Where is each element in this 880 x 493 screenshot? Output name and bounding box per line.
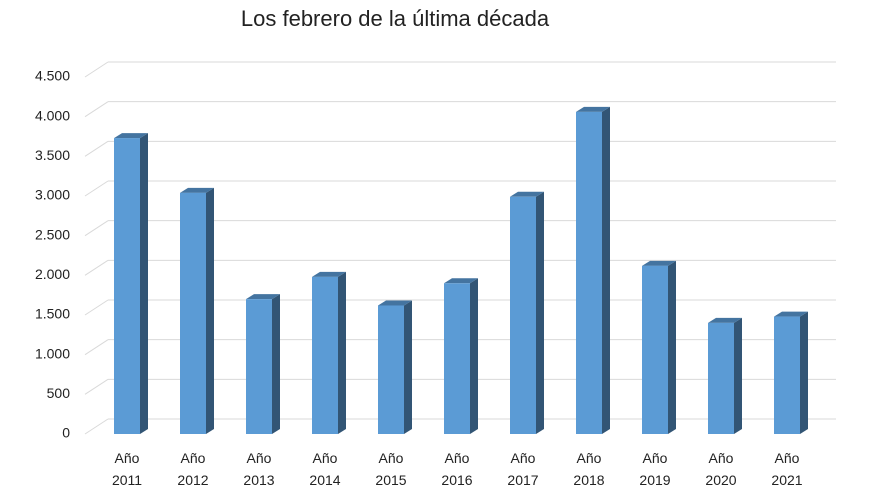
bar-top — [312, 271, 346, 277]
bar-top — [444, 278, 478, 284]
bar-side — [668, 260, 676, 434]
bar-top — [708, 317, 742, 323]
x-tick-label: Año 2012 — [177, 450, 209, 488]
y-tick-label: 3.000 — [35, 187, 70, 203]
grid-line — [84, 339, 109, 356]
x-tick-label: Año 2014 — [309, 450, 341, 488]
bar-side — [536, 191, 544, 434]
bar-side — [602, 106, 610, 434]
bar — [378, 305, 404, 434]
x-tick-label: Año 2021 — [771, 450, 803, 488]
grid-line — [84, 299, 109, 316]
grid-line — [84, 259, 109, 276]
grid-line — [84, 378, 109, 395]
y-tick-label: 4.500 — [35, 68, 70, 84]
bar — [774, 316, 800, 434]
bar — [708, 322, 734, 434]
bar-side — [338, 271, 346, 434]
bar-side — [734, 317, 742, 434]
x-tick-label: Año 2011 — [111, 450, 143, 488]
bar-side — [470, 278, 478, 434]
bar-top — [180, 187, 214, 193]
y-tick-label: 1.000 — [35, 345, 70, 361]
bar — [444, 283, 470, 434]
bar-top — [246, 294, 280, 300]
bar-side — [272, 294, 280, 434]
bar — [312, 276, 338, 434]
bar-side — [206, 187, 214, 434]
bar — [642, 265, 668, 434]
x-tick-label: Año 2018 — [573, 450, 605, 488]
grid-line — [84, 140, 109, 157]
bar — [114, 138, 140, 434]
grid-line — [84, 101, 109, 118]
bar-top — [774, 311, 808, 317]
bar-side — [800, 311, 808, 434]
x-tick-label: Año 2016 — [441, 450, 473, 488]
bar-top — [378, 300, 412, 306]
x-tick-label: Año 2015 — [375, 450, 407, 488]
grid-line — [84, 61, 109, 78]
y-tick-label: 2.000 — [35, 266, 70, 282]
grid-line — [84, 418, 109, 435]
bar — [246, 299, 272, 434]
x-tick-label: Año 2017 — [507, 450, 539, 488]
chart-title: Los febrero de la última década — [241, 6, 550, 31]
bar-top — [114, 133, 148, 139]
bar-side — [140, 133, 148, 434]
bar — [510, 196, 536, 434]
bar-top — [642, 260, 676, 266]
bar — [180, 192, 206, 434]
bar — [576, 111, 602, 434]
y-tick-label: 1.500 — [35, 306, 70, 322]
bar-top — [510, 191, 544, 197]
x-tick-label: Año 2020 — [705, 450, 737, 488]
x-tick-label: Año 2019 — [639, 450, 671, 488]
y-tick-label: 0 — [62, 425, 70, 441]
x-tick-label: Año 2013 — [243, 450, 275, 488]
grid-line — [84, 180, 109, 197]
bar-top — [576, 106, 610, 112]
grid-line — [84, 220, 109, 237]
y-tick-label: 2.500 — [35, 226, 70, 242]
bar-side — [404, 300, 412, 434]
y-tick-label: 500 — [47, 385, 71, 401]
y-tick-label: 4.000 — [35, 107, 70, 123]
y-tick-label: 3.500 — [35, 147, 70, 163]
